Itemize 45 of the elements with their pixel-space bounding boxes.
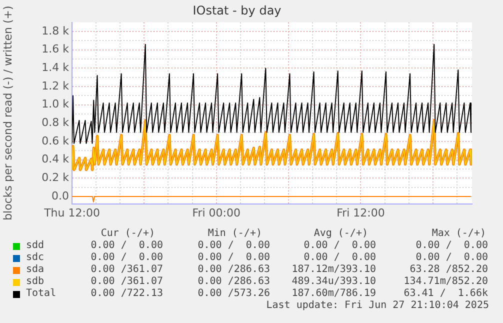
x-tick-label: Thu 12:00 — [43, 206, 100, 220]
chart-title: IOstat - by day — [192, 3, 282, 18]
y-tick-label: 0.4 k — [42, 152, 70, 166]
text: Cur (-/+) — [100, 228, 155, 240]
y-tick-label: 0.6 k — [42, 134, 70, 148]
y-tick-label: 1.8 k — [42, 24, 70, 38]
legend-label: sdc — [26, 252, 44, 264]
text: Max (-/+) — [432, 228, 486, 240]
legend-label: sda — [26, 264, 44, 276]
text: 63.41 / 1.66k — [404, 288, 488, 300]
text: 0.00 / 0.00 — [304, 240, 376, 252]
text: 0.00 / 0.00 — [304, 252, 376, 264]
text: 134.71m/852.20 — [404, 276, 488, 288]
x-tick-label: Fri 12:00 — [336, 206, 385, 220]
text: 187.60m/786.19 — [292, 288, 376, 300]
text: 63.28 /852.20 — [410, 264, 488, 276]
text: 0.00 /573.26 — [198, 288, 270, 300]
y-tick-label: 0.0 — [52, 189, 69, 202]
y-tick-label: 0.2 k — [42, 171, 70, 184]
y-tick-label: 1.6 k — [42, 42, 70, 56]
y-tick-label: 1.0 k — [42, 98, 70, 111]
text: 0.00 / 0.00 — [90, 252, 163, 264]
legend-label: sdd — [26, 240, 44, 252]
y-tick-label: 1.4 k — [42, 61, 70, 74]
text: 0.00 /361.07 — [90, 264, 163, 276]
text: 489.34u/393.10 — [292, 276, 376, 288]
text: 0.00 / 0.00 — [90, 240, 163, 252]
text: 0.00 / 0.00 — [416, 240, 488, 252]
text: 0.00 / 0.00 — [416, 252, 488, 264]
text: 0.00 / 0.00 — [198, 252, 270, 264]
legend-label: Total — [26, 288, 56, 300]
text: 0.00 / 0.00 — [198, 240, 270, 252]
y-tick-label: 1.2 k — [42, 79, 70, 92]
text: Avg (-/+) — [314, 228, 368, 240]
x-tick-label: Fri 00:00 — [192, 206, 241, 220]
text: 187.12m/393.10 — [292, 264, 376, 276]
legend-label: sdb — [26, 276, 44, 288]
text: 0.00 /361.07 — [90, 276, 163, 288]
text: Min (-/+) — [208, 228, 262, 240]
text: 0.00 /286.63 — [198, 264, 270, 276]
text: 0.00 /722.13 — [90, 288, 163, 300]
text: Last update: Fri Jun 27 21:10:04 2025 — [266, 300, 489, 312]
text: 0.00 /286.63 — [198, 276, 270, 288]
y-axis-title: blocks per second read (-) / written (+) — [1, 6, 14, 220]
y-tick-label: 0.8 k — [42, 116, 70, 130]
